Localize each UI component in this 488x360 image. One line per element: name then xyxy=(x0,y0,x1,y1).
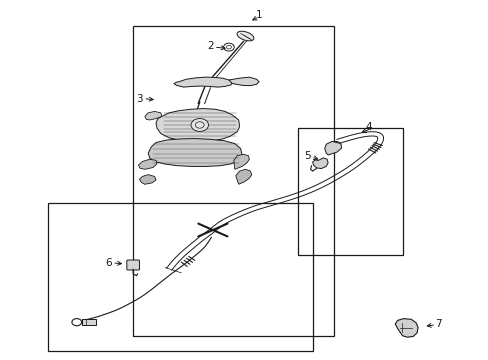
Text: 4: 4 xyxy=(365,122,371,132)
Polygon shape xyxy=(148,139,242,166)
Text: 5: 5 xyxy=(304,151,310,161)
FancyBboxPatch shape xyxy=(126,260,139,270)
Circle shape xyxy=(330,141,340,149)
Polygon shape xyxy=(228,77,259,86)
Text: 6: 6 xyxy=(105,258,111,268)
Bar xyxy=(47,203,312,351)
Polygon shape xyxy=(233,154,249,169)
Text: 3: 3 xyxy=(136,94,143,104)
Ellipse shape xyxy=(237,31,253,41)
Text: 1: 1 xyxy=(255,10,262,20)
Polygon shape xyxy=(144,111,162,120)
Bar xyxy=(81,319,96,325)
Polygon shape xyxy=(394,319,417,337)
Polygon shape xyxy=(235,169,251,184)
Polygon shape xyxy=(156,109,239,141)
Polygon shape xyxy=(138,159,157,169)
Bar xyxy=(297,128,402,255)
Text: 7: 7 xyxy=(434,319,441,329)
Polygon shape xyxy=(312,158,327,168)
Polygon shape xyxy=(139,175,156,184)
Text: 2: 2 xyxy=(207,41,213,51)
Bar xyxy=(132,26,334,337)
Circle shape xyxy=(191,118,208,131)
Polygon shape xyxy=(174,77,232,87)
Polygon shape xyxy=(324,141,341,155)
